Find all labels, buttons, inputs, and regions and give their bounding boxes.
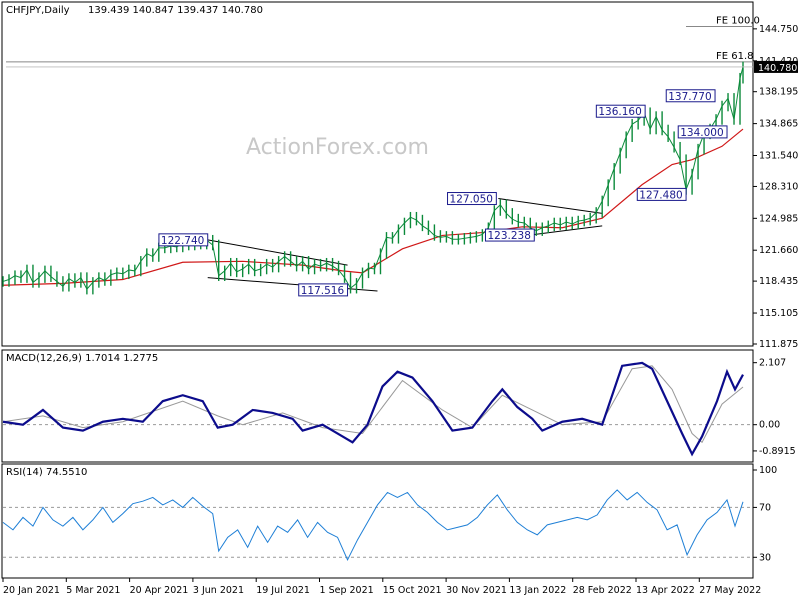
price-tick-label: 138.195	[759, 87, 798, 98]
rsi-tick-label: 30	[759, 552, 771, 563]
rsi-tick-label: 70	[759, 502, 771, 513]
price-annotation-box	[484, 228, 535, 242]
last-price-label: 140.780	[758, 63, 797, 74]
date-tick-label: 15 Oct 2021	[383, 585, 442, 596]
price-panel	[1, 1, 754, 347]
price-annotation-box	[665, 89, 716, 103]
last-price-badge	[754, 60, 798, 73]
trendline	[498, 198, 603, 214]
rsi-line	[2, 489, 744, 561]
price-tick-label: 131.540	[759, 150, 798, 161]
price-annotation-label: 127.480	[639, 189, 682, 201]
macd-tick-label: -0.8915	[759, 446, 796, 457]
macd-title: MACD(12,26,9) 1.7014 1.2775	[6, 353, 158, 364]
price-annotation-box	[677, 125, 728, 139]
price-annotation-box	[447, 192, 497, 206]
date-tick-label: 20 Apr 2021	[130, 585, 189, 596]
rsi-panel	[1, 463, 754, 579]
price-tick-label: 128.310	[759, 181, 798, 192]
fib-level-label: FE 61.8	[716, 51, 754, 62]
date-tick-label: 20 Jan 2021	[3, 585, 60, 596]
moving-average-line	[2, 128, 744, 286]
watermark: ActionForex.com	[246, 135, 429, 160]
date-tick-label: 13 Apr 2022	[636, 585, 695, 596]
price-tick-label: 111.875	[759, 339, 798, 350]
rsi-tick-label: 100	[759, 465, 777, 476]
date-tick-label: 3 Jun 2021	[193, 585, 244, 596]
price-annotation-label: 127.050	[450, 194, 493, 206]
date-tick-label: 27 May 2022	[699, 585, 761, 596]
price-annotation-box	[298, 283, 349, 297]
price-line	[2, 66, 744, 290]
fib-level-label: FE 100.0	[716, 15, 760, 26]
trendline	[207, 239, 348, 266]
price-tick-label: 124.985	[759, 213, 798, 224]
date-tick-label: 28 Feb 2022	[573, 585, 632, 596]
date-tick-label: 13 Jan 2022	[509, 585, 566, 596]
macd-signal-line	[2, 365, 744, 444]
price-tick-label: 115.105	[759, 308, 798, 319]
date-tick-label: 30 Nov 2021	[446, 585, 507, 596]
price-annotation-label: 137.770	[668, 91, 711, 103]
date-tick-label: 1 Sep 2021	[320, 585, 374, 596]
rsi-title: RSI(14) 74.5510	[6, 467, 87, 478]
price-annotation-label: 134.000	[680, 127, 723, 139]
ohlc-label: 139.439 140.847 139.437 140.780	[88, 5, 263, 16]
price-annotation-label: 136.160	[598, 106, 641, 118]
macd-panel	[1, 349, 754, 463]
macd-tick-label: 0.00	[759, 420, 780, 431]
price-annotation-box	[595, 104, 646, 118]
date-tick-label: 5 Mar 2021	[66, 585, 120, 596]
price-tick-label: 121.660	[759, 245, 798, 256]
price-annotation-label: 117.516	[301, 285, 345, 297]
price-annotation-label: 122.740	[161, 235, 204, 247]
price-annotation-label: 123.238	[487, 230, 530, 242]
macd-tick-label: 2.107	[759, 358, 786, 369]
price-tick-label: 118.435	[759, 276, 798, 287]
price-annotation-box	[158, 233, 209, 247]
date-tick-label: 19 Jul 2021	[256, 585, 310, 596]
price-annotation-box	[636, 187, 687, 201]
symbol-label: CHFJPY,Daily	[6, 5, 70, 16]
macd-line	[2, 361, 744, 457]
trendline	[534, 225, 603, 235]
price-tick-label: 134.865	[759, 119, 798, 130]
trendline	[207, 277, 378, 292]
price-tick-label: 144.750	[759, 24, 798, 35]
